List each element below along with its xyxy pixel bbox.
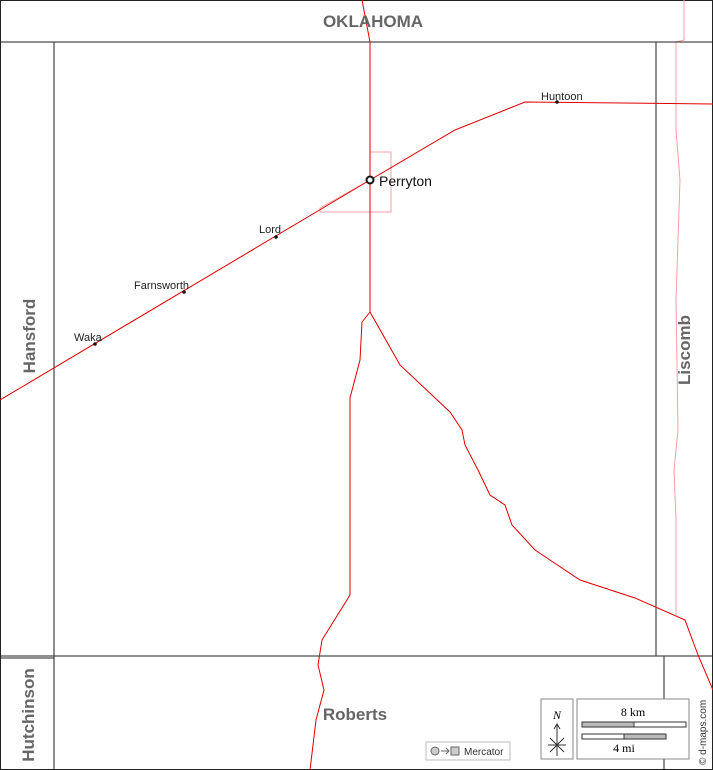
projection-icon bbox=[441, 747, 450, 755]
scale-label: 8 km bbox=[621, 705, 646, 719]
region-label: OKLAHOMA bbox=[323, 12, 423, 31]
projection-icon bbox=[450, 746, 460, 756]
town-marker bbox=[274, 235, 278, 239]
projection-label: Mercator bbox=[464, 747, 504, 758]
region-label: Liscomb bbox=[675, 315, 694, 385]
region-label: Hutchinson bbox=[19, 668, 38, 762]
region-label: Hansford bbox=[20, 299, 39, 374]
town-marker bbox=[93, 342, 97, 346]
seat-marker bbox=[365, 175, 375, 185]
county-line bbox=[673, 0, 685, 615]
scale-label: 4 mi bbox=[613, 741, 635, 755]
credit: © d-maps.com bbox=[698, 700, 709, 765]
highway bbox=[0, 101, 713, 401]
scale-bar bbox=[581, 721, 635, 728]
town-label: Waka bbox=[74, 332, 103, 344]
town-marker bbox=[555, 100, 559, 104]
projection-box bbox=[425, 741, 511, 761]
highway bbox=[309, 0, 371, 770]
highway bbox=[369, 311, 713, 691]
scale-bar bbox=[623, 733, 667, 740]
county-borders bbox=[0, 41, 713, 770]
compass-label: N bbox=[552, 708, 562, 722]
town-marker bbox=[182, 290, 186, 294]
town-label: Lord bbox=[259, 224, 281, 236]
town-label: Farnsworth bbox=[134, 280, 189, 292]
projection-icon bbox=[430, 746, 440, 756]
region-label: Roberts bbox=[323, 705, 387, 724]
town-label: Huntoon bbox=[541, 91, 583, 103]
scale-box bbox=[576, 698, 690, 760]
compass-rose bbox=[548, 723, 566, 756]
seat-label: Perryton bbox=[379, 173, 432, 189]
